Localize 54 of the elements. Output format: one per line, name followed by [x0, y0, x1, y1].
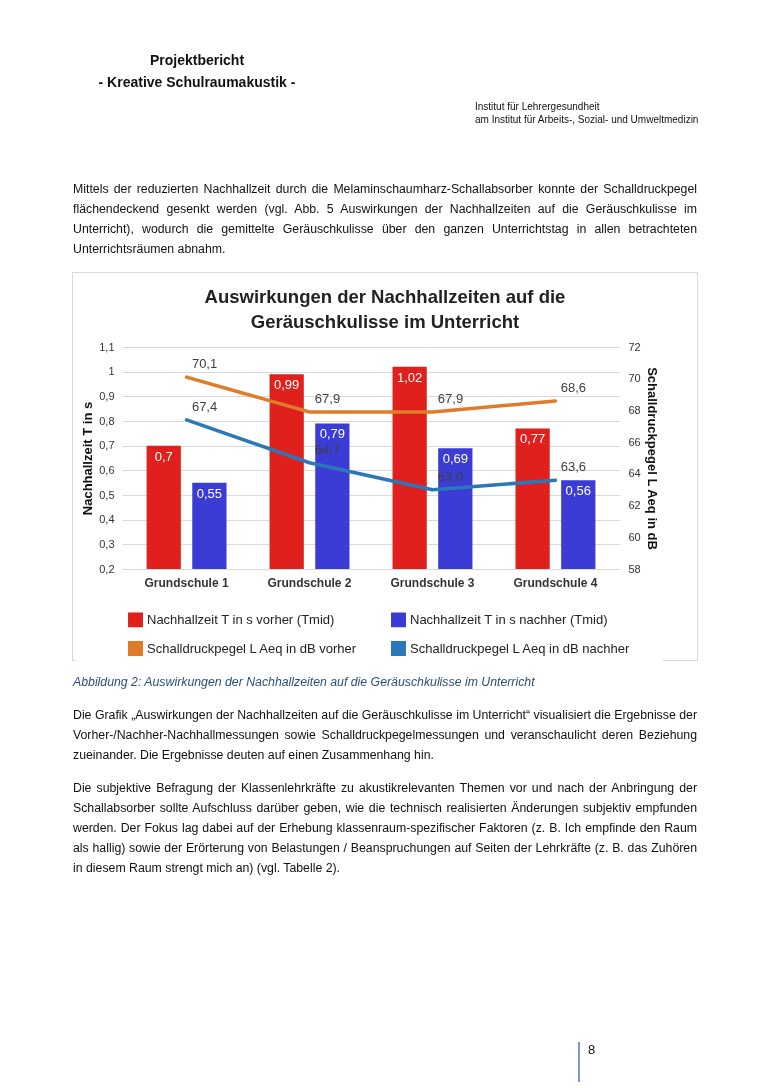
data-label: 70,1 [191, 356, 218, 372]
data-label: 0,77 [519, 431, 546, 447]
y2-axis-title: Schalldruckpegel L Aeq in dB [644, 367, 660, 550]
data-label: 0,69 [442, 451, 468, 467]
data-label: 67,4 [191, 398, 218, 414]
chart-title: Auswirkungen der Nachhallzeiten auf die Geräuschkulisse im Unterricht [203, 285, 567, 334]
legend-label: Schalldruckpegel L Aeq in dB vorher [147, 640, 357, 656]
y-tick-label: 0,9 [99, 389, 115, 402]
y-tick-label: 0,5 [99, 488, 115, 501]
text: Institut für Lehrergesundheit [475, 101, 600, 112]
text: Die subjektive Befragung der Klassenlehrkräfte zu akustikrelevanten Themen vor und nach der Anbringung der Schallabsorber sollte Aufschluss darüber geben, wie die technisch realisierten Änderungen subjektiv empfunden werden. Der Fokus lag dabei auf der Erhebung klassenraum-spezifischer Faktoren (z. B. Ich empfinde den Raum als hallig) sowie der Erörterung von Belastungen / Beanspruchungen auf Seiten der Lehrkräfte (z. B. das Zuhören in diesem Raum strengt mich an) (vgl. Tabelle 2). [73, 780, 697, 877]
y2-tick-label: 72 [628, 340, 641, 353]
y2-tick-label: 70 [628, 372, 641, 385]
y-tick-label: 0,2 [99, 562, 115, 575]
data-label: 63,0 [437, 468, 464, 484]
x-tick-label: Grundschule 1 [144, 575, 229, 590]
legend-label: Schalldruckpegel L Aeq in dB nachher [410, 640, 630, 656]
y-tick-label: 0,4 [99, 513, 115, 526]
data-label: 64,7 [314, 441, 341, 457]
data-label: 67,9 [437, 391, 464, 407]
y2-tick-label: 66 [628, 435, 641, 448]
x-tick-label: Grundschule 4 [513, 575, 598, 590]
y2-tick-label: 62 [628, 499, 641, 512]
text: Die Grafik „Auswirkungen der Nachhallzeiten auf die Geräuschkulisse im Unterricht“ visualisiert die Ergebnisse der Vorher-/Nachher-Nachhallmessungen sowie Schalldruckpegelmessungen und veranschaulicht deren Beziehung zueinander. Die Ergebnisse deuten auf einen Zusammenhang hin. [73, 707, 697, 764]
x-tick-label: Grundschule 2 [267, 575, 352, 590]
y-tick-label: 0,6 [99, 463, 115, 476]
data-label: 63,6 [560, 459, 587, 475]
text: am Institut für Arbeits-, Sozial- und Umweltmedizin [475, 114, 699, 125]
y-tick-label: 1,1 [99, 340, 115, 353]
text: 8 [578, 1042, 596, 1082]
data-label: 0,79 [319, 426, 346, 442]
data-label: 0,99 [274, 377, 300, 393]
y-tick-label: 0,8 [99, 414, 115, 427]
x-tick-label: Grundschule 3 [390, 575, 475, 590]
y2-tick-label: 60 [628, 530, 641, 543]
data-label: 67,9 [314, 391, 341, 407]
y-tick-label: 1 [108, 365, 115, 378]
text: Mittels der reduzierten Nachhallzeit durch die Melaminschaumharz-Schallabsorber konnte der Schalldruckpegel flächendeckend gesenkt werden (vgl. Abb. 5 Auswirkungen der Nachhallzeiten auf die Geräuschkulisse im Unterricht), wodurch die gemittelte Geräuschkulisse über den ganzen Unterrichtstag in allen betrachteten Unterrichtsräumen abnahm. [73, 181, 697, 258]
y-tick-label: 0,3 [99, 537, 115, 550]
y-tick-label: 0,7 [99, 439, 115, 452]
data-label: 1,02 [396, 369, 423, 385]
text: Projektbericht [148, 52, 246, 68]
text: Abbildung 2: Auswirkungen der Nachhallzeiten auf die Geräuschkulisse im Unterricht [73, 675, 536, 689]
data-label: 0,55 [196, 485, 223, 501]
legend-label: Nachhallzeit T in s nachher (Tmid) [410, 611, 608, 627]
data-label: 0,7 [154, 448, 173, 464]
y2-tick-label: 68 [628, 403, 641, 416]
legend-label: Nachhallzeit T in s vorher (Tmid) [147, 611, 335, 627]
text: - Kreative Schulraumakustik - [97, 74, 297, 90]
data-label: 0,56 [565, 483, 591, 499]
y-axis-title: Nachhallzeit T in s [80, 401, 96, 516]
data-label: 68,6 [560, 379, 587, 395]
y2-tick-label: 58 [628, 562, 641, 575]
y2-tick-label: 64 [628, 467, 641, 480]
